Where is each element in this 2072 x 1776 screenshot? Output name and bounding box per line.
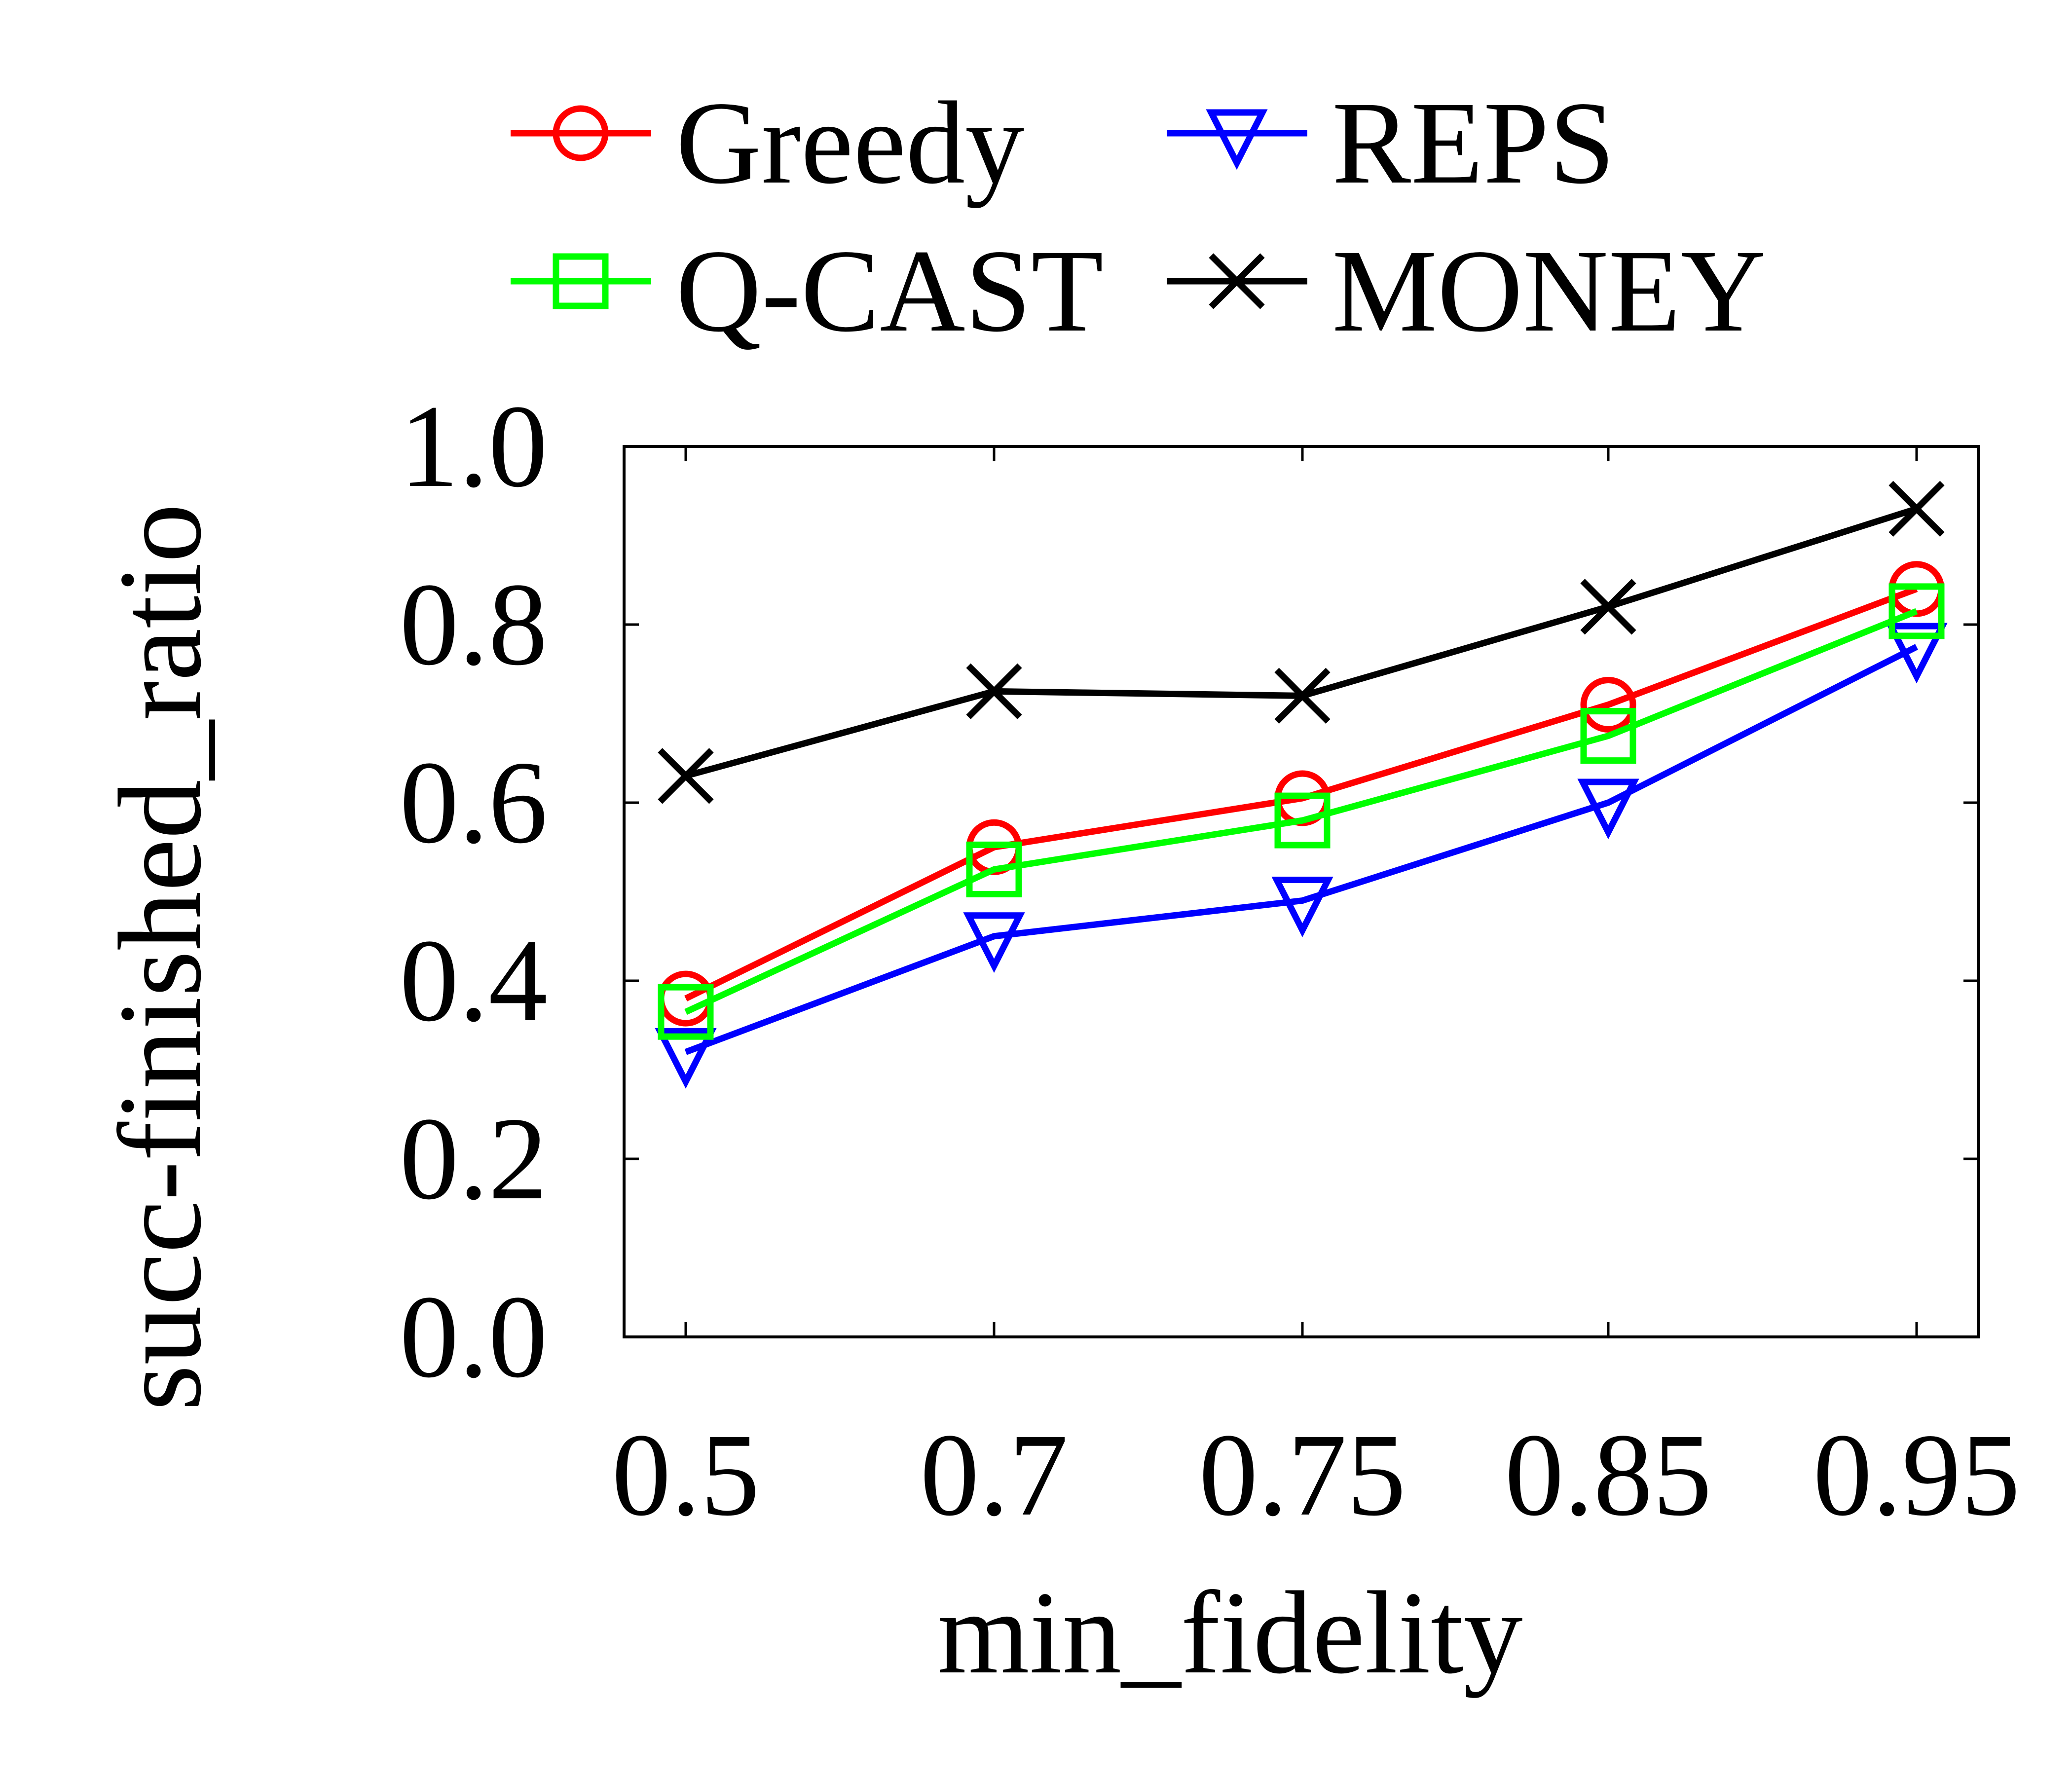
legend-item-greedy: Greedy <box>511 77 1024 208</box>
data-point-money-0 <box>658 748 714 804</box>
legend-marker-money-stroke-b <box>1209 253 1265 309</box>
series-reps <box>655 623 1948 1089</box>
legend-swatch-greedy <box>511 105 651 161</box>
x-axis-title: min_fidelity <box>937 1567 1523 1698</box>
y-tick-label-0: 0.0 <box>400 1271 548 1402</box>
legend-marker-greedy-shape <box>553 105 609 161</box>
data-point-q-cast-4-shape <box>1888 583 1945 639</box>
data-point-q-cast-1 <box>966 841 1022 897</box>
legend-marker-q-cast <box>553 253 609 309</box>
data-point-money-4 <box>1888 481 1945 537</box>
y-tick-label-4: 0.8 <box>400 558 548 690</box>
legend-item-q-cast: Q-CAST <box>511 225 1104 356</box>
data-point-q-cast-2-shape <box>1274 792 1331 849</box>
data-point-reps-0 <box>655 1028 717 1089</box>
data-point-money-3 <box>1580 579 1636 635</box>
x-tick-label-4: 0.95 <box>1813 1409 2020 1540</box>
data-point-q-cast-0 <box>658 984 714 1040</box>
legend-marker-money <box>1209 253 1265 309</box>
legend-swatch-reps <box>1167 109 1307 170</box>
x-tick-label-1: 0.7 <box>920 1409 1068 1540</box>
data-point-money-3-stroke-b <box>1580 579 1636 635</box>
data-point-q-cast-3-shape <box>1580 708 1636 764</box>
series-money <box>658 481 1945 804</box>
series-line-money <box>685 506 1918 779</box>
x-tick-label-2: 0.75 <box>1199 1409 1406 1540</box>
y-axis: 0.0 0.2 0.4 0.6 0.8 1.0 <box>400 380 1978 1402</box>
data-point-reps-1 <box>963 912 1025 973</box>
data-point-money-2 <box>1274 667 1331 724</box>
data-point-q-cast-2 <box>1274 792 1331 849</box>
y-tick-label-1: 0.2 <box>400 1093 548 1224</box>
legend-item-money: MONEY <box>1167 225 1766 356</box>
legend-swatch-q-cast <box>511 253 651 309</box>
legend-swatch-money <box>1167 253 1307 309</box>
x-tick-label-0: 0.5 <box>612 1409 760 1540</box>
data-point-reps-1-shape <box>963 912 1025 973</box>
data-point-reps-2-shape <box>1271 877 1333 937</box>
data-point-reps-4-shape <box>1886 623 1948 684</box>
legend-label-greedy: Greedy <box>676 77 1024 208</box>
legend-label-money: MONEY <box>1332 225 1766 356</box>
data-point-money-1 <box>966 663 1022 719</box>
data-point-q-cast-3 <box>1580 708 1636 764</box>
legend-marker-greedy <box>553 105 609 161</box>
y-axis-title: succ-finished_ratio <box>94 504 225 1411</box>
legend: Greedy REPS Q-CAST MONEY <box>511 77 1766 356</box>
y-tick-label-5: 1.0 <box>400 380 548 512</box>
data-point-reps-3-shape <box>1577 778 1639 840</box>
data-point-money-0-stroke-b <box>658 748 714 804</box>
data-point-greedy-3 <box>1580 676 1636 733</box>
data-point-greedy-0 <box>658 970 714 1027</box>
data-point-reps-2 <box>1271 877 1333 937</box>
legend-label-q-cast: Q-CAST <box>676 225 1104 356</box>
legend-item-reps: REPS <box>1167 77 1615 208</box>
data-point-reps-0-shape <box>655 1028 717 1089</box>
data-point-money-1-stroke-b <box>966 663 1022 719</box>
data-point-reps-4 <box>1886 623 1948 684</box>
data-point-reps-3 <box>1577 778 1639 840</box>
y-tick-label-3: 0.6 <box>400 737 548 868</box>
data-point-q-cast-0-shape <box>658 984 714 1040</box>
legend-marker-reps <box>1206 109 1268 170</box>
series-line-q-cast <box>684 608 1918 1015</box>
data-point-q-cast-4 <box>1888 583 1945 639</box>
data-point-money-2-stroke-b <box>1274 667 1331 724</box>
x-tick-label-3: 0.85 <box>1505 1409 1712 1540</box>
data-point-q-cast-1-shape <box>966 841 1022 897</box>
legend-marker-q-cast-shape <box>553 253 609 309</box>
series-layer <box>655 481 1948 1089</box>
legend-marker-reps-shape <box>1206 109 1268 170</box>
series-line-reps <box>684 644 1918 1055</box>
x-axis: 0.5 0.7 0.75 0.85 0.95 <box>612 446 2020 1540</box>
legend-label-reps: REPS <box>1332 77 1615 208</box>
series-q-cast <box>658 583 1945 1040</box>
plot-frame <box>623 445 1980 1338</box>
data-point-greedy-3-shape <box>1580 676 1636 733</box>
data-point-money-4-stroke-b <box>1888 481 1945 537</box>
data-point-greedy-0-shape <box>658 970 714 1027</box>
y-tick-label-2: 0.4 <box>400 915 548 1046</box>
